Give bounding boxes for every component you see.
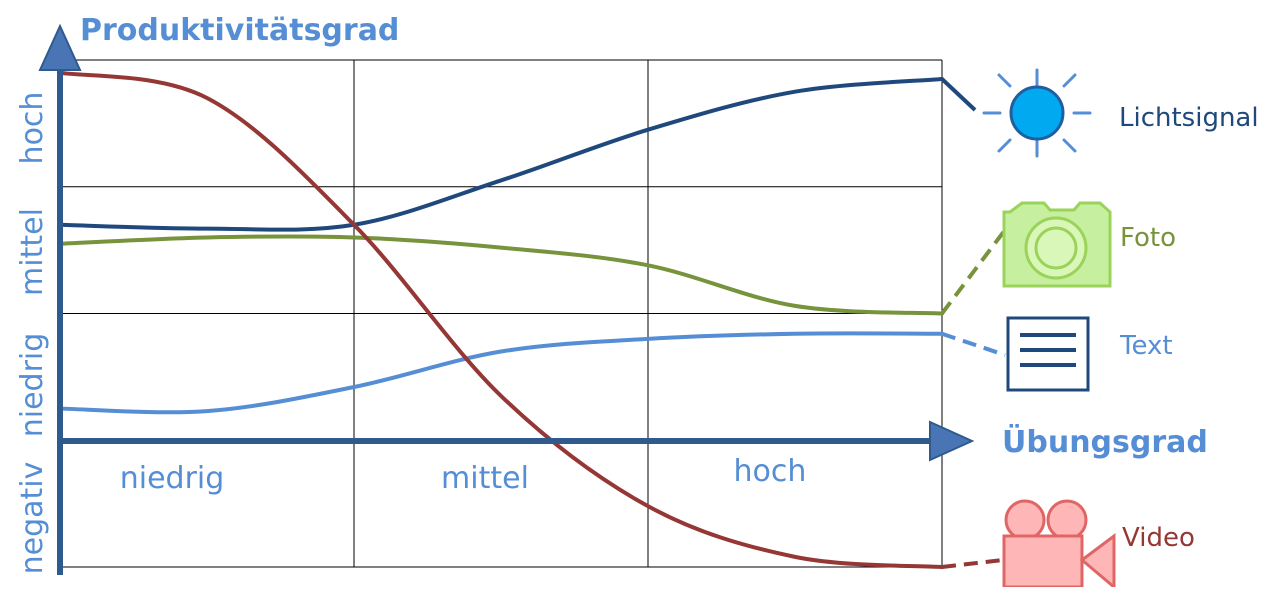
- x-tick-label: mittel: [441, 461, 529, 496]
- y-tick-label: mittel: [15, 208, 50, 296]
- y-axis-arrow: [38, 23, 82, 71]
- legend: Lichtsignal Foto Text: [982, 68, 1259, 591]
- y-tick-label: hoch: [15, 92, 50, 165]
- legend-connector-text: [941, 331, 1006, 357]
- legend-connector-foto: [940, 228, 1007, 315]
- series-layer: [58, 70, 1007, 569]
- video-camera-icon: [1002, 499, 1116, 591]
- series-line-text: [58, 331, 944, 415]
- camera-icon: [1002, 201, 1112, 288]
- legend-label-text: Text: [1119, 331, 1173, 361]
- y-tick-label: negativ: [15, 462, 50, 575]
- x-tick-label: hoch: [734, 454, 807, 489]
- legend-label-video: Video: [1122, 523, 1195, 553]
- labels: Produktivitätsgrad Übungsgrad niedrig mi…: [15, 13, 1208, 574]
- legend-label-lichtsignal: Lichtsignal: [1119, 103, 1259, 133]
- chart-title: Produktivitätsgrad: [80, 13, 399, 48]
- legend-connector-lichtsignal: [940, 77, 977, 112]
- grid: [60, 59, 943, 568]
- sun-icon: [982, 68, 1092, 158]
- x-axis-label: Übungsgrad: [1002, 423, 1208, 460]
- x-tick-label: niedrig: [120, 461, 225, 496]
- series-line-video: [58, 70, 944, 569]
- x-axis-arrow: [929, 420, 975, 462]
- legend-connector-video: [941, 558, 1004, 569]
- series-line-foto: [58, 234, 944, 316]
- legend-label-foto: Foto: [1120, 223, 1176, 253]
- document-icon: [1006, 316, 1090, 392]
- series-line-lichtsignal: [58, 77, 944, 232]
- y-tick-label: niedrig: [15, 333, 50, 438]
- axes: [38, 23, 975, 575]
